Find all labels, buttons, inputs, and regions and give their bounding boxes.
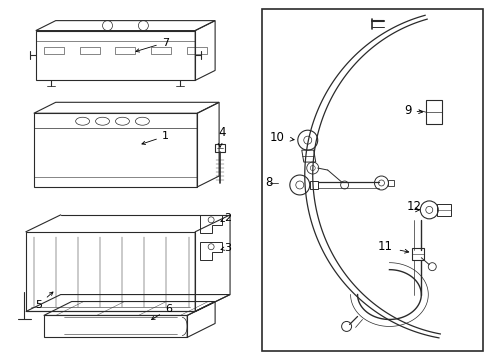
Text: 1: 1	[142, 131, 168, 144]
Text: 12: 12	[406, 201, 421, 213]
Text: 4: 4	[218, 126, 225, 139]
Text: 10: 10	[269, 131, 284, 144]
Text: 11: 11	[377, 240, 392, 253]
Text: 6: 6	[151, 305, 171, 320]
Text: 2: 2	[221, 213, 231, 223]
Text: 3: 3	[221, 243, 231, 253]
Text: 5: 5	[35, 292, 53, 310]
Text: 7: 7	[136, 37, 168, 52]
Text: 8: 8	[264, 176, 272, 189]
Text: 9: 9	[404, 104, 411, 117]
